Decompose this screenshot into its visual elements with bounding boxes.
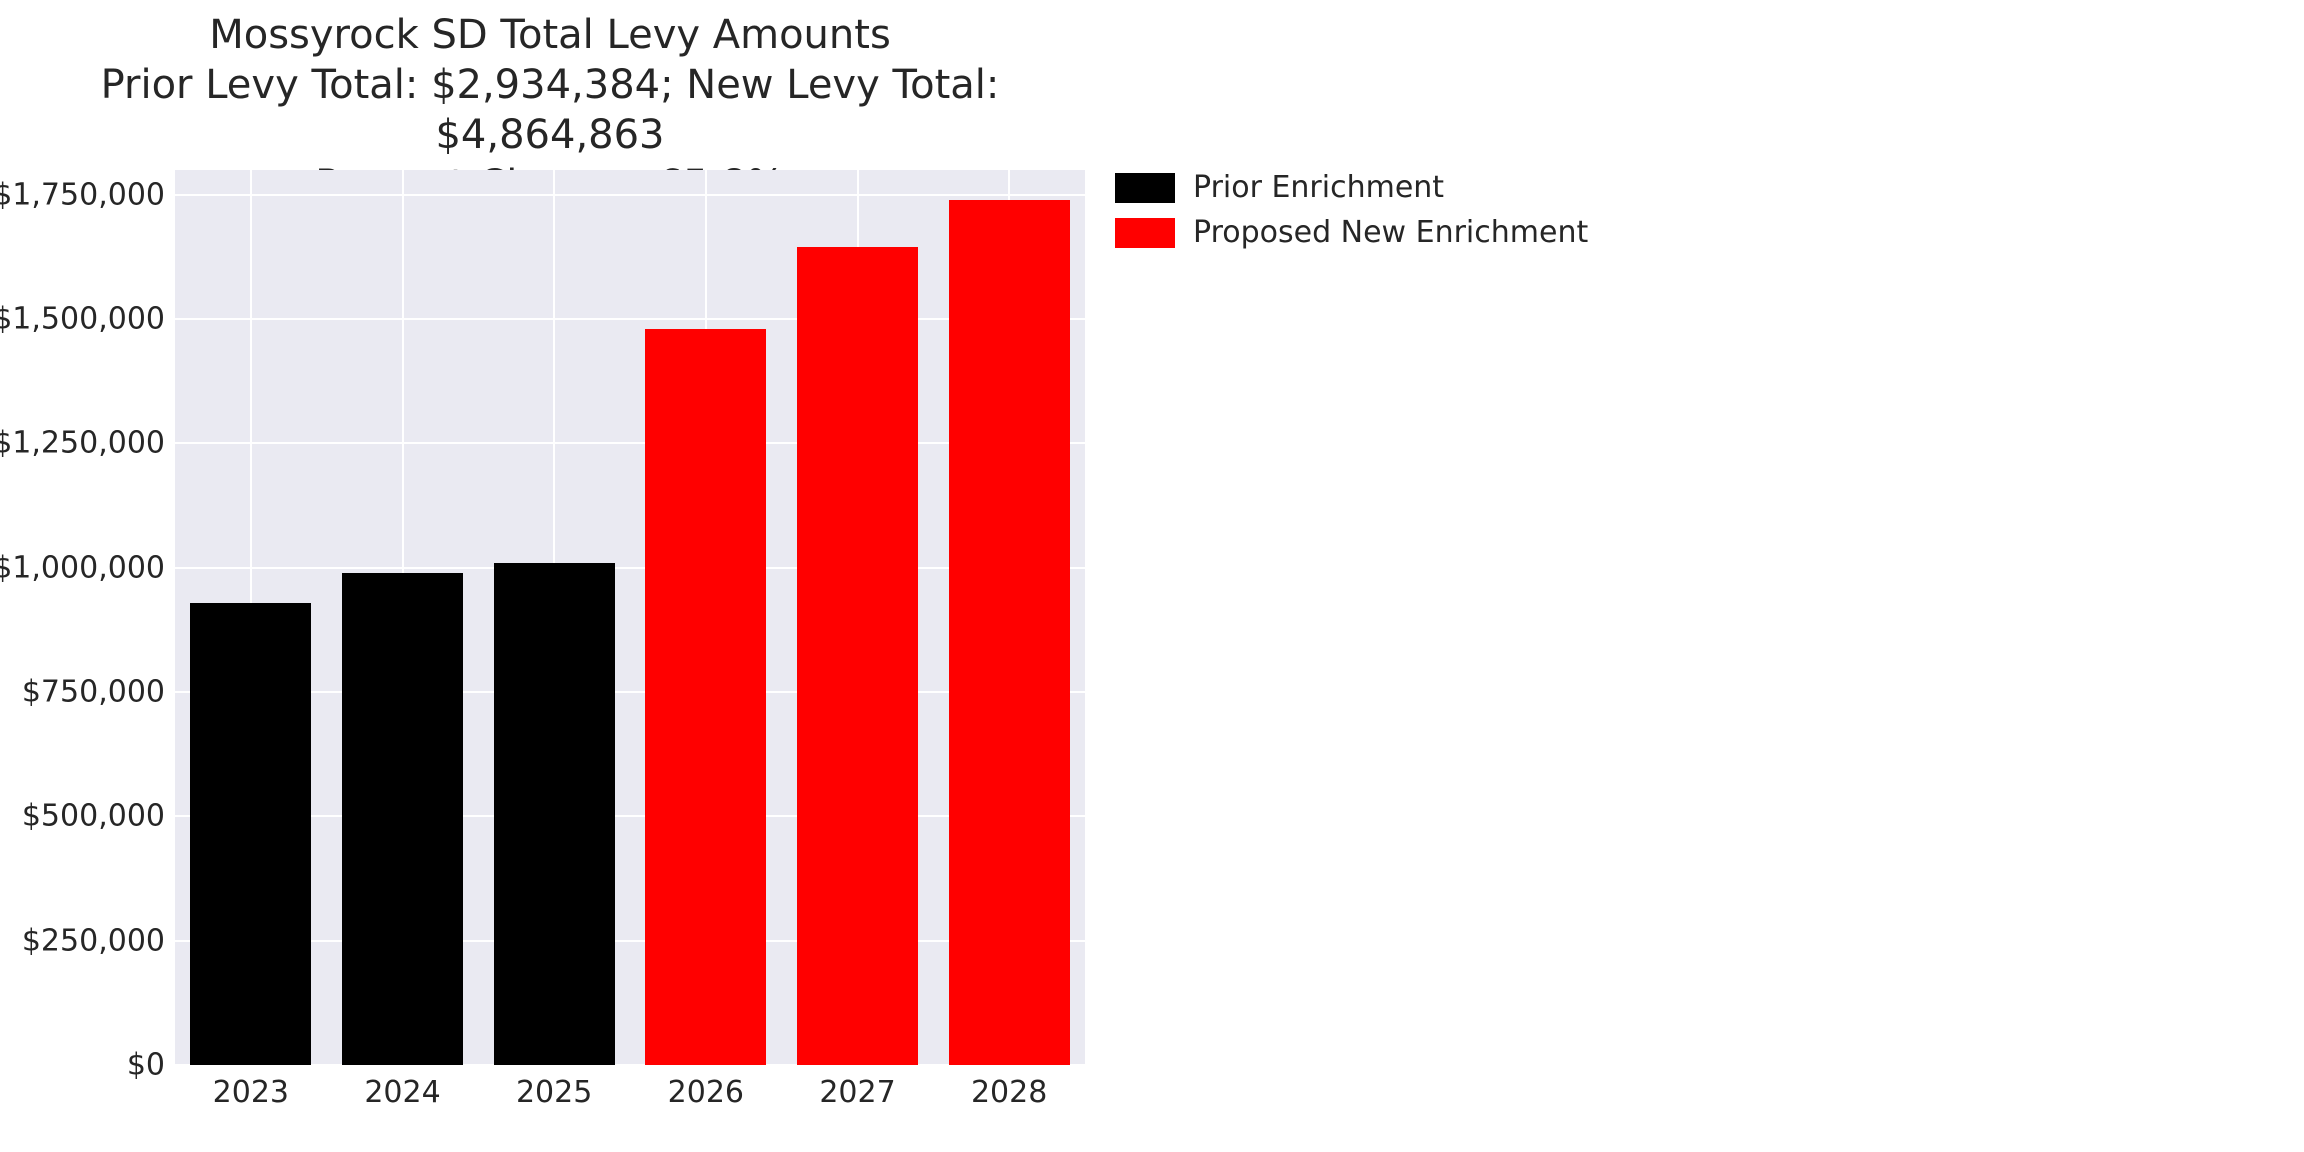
bar [494,563,615,1065]
legend-swatch-proposed [1115,218,1175,248]
title-line-2: Prior Levy Total: $2,934,384; New Levy T… [0,60,1100,160]
xtick-label: 2024 [343,1075,463,1110]
gridline-h [175,194,1085,196]
legend-swatch-prior [1115,173,1175,203]
legend-item-prior: Prior Enrichment [1115,170,1588,205]
ytick-label: $1,000,000 [0,550,165,585]
legend: Prior Enrichment Proposed New Enrichment [1115,170,1588,260]
bar [645,329,766,1065]
bar [797,247,918,1065]
plot-area: $0$250,000$500,000$750,000$1,000,000$1,2… [175,170,1085,1065]
ytick-label: $500,000 [0,799,165,834]
xtick-label: 2025 [494,1075,614,1110]
title-line-1: Mossyrock SD Total Levy Amounts [0,10,1100,60]
xtick-label: 2028 [949,1075,1069,1110]
ytick-label: $250,000 [0,923,165,958]
bar [949,200,1070,1065]
ytick-label: $1,250,000 [0,426,165,461]
bar [342,573,463,1065]
bar [190,603,311,1065]
legend-label-prior: Prior Enrichment [1193,170,1444,205]
ytick-label: $1,500,000 [0,302,165,337]
xtick-label: 2026 [646,1075,766,1110]
ytick-label: $0 [0,1048,165,1083]
xtick-label: 2027 [798,1075,918,1110]
legend-label-proposed: Proposed New Enrichment [1193,215,1588,250]
xtick-label: 2023 [191,1075,311,1110]
ytick-label: $1,750,000 [0,177,165,212]
ytick-label: $750,000 [0,675,165,710]
legend-item-proposed: Proposed New Enrichment [1115,215,1588,250]
